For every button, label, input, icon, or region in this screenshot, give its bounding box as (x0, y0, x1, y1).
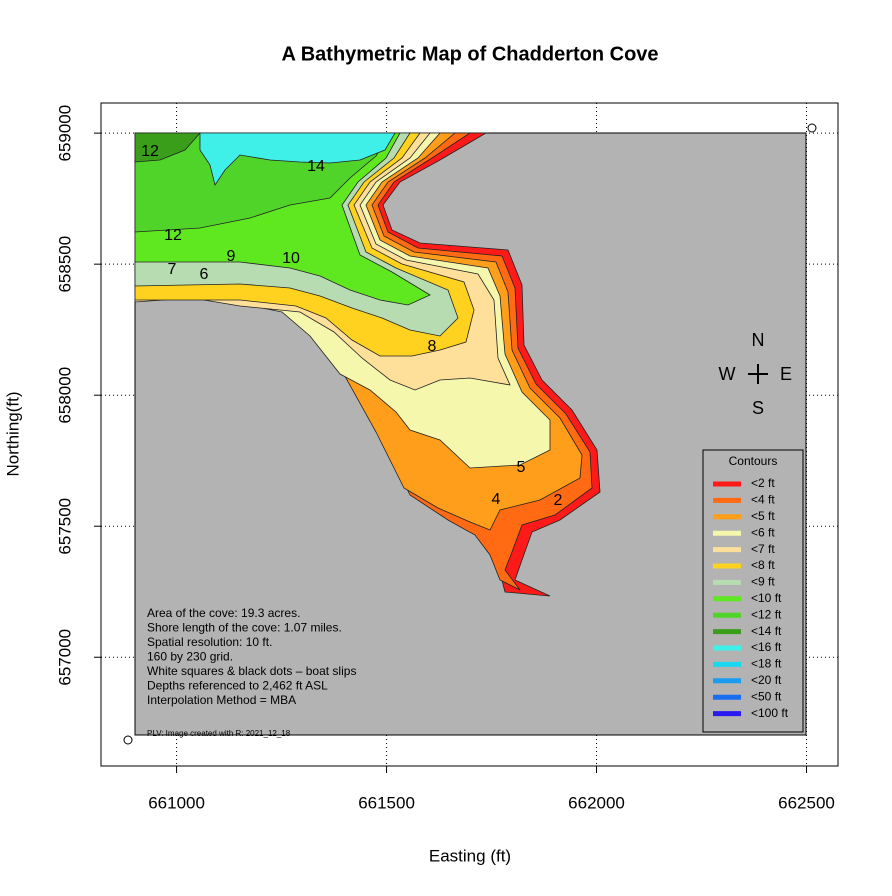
corner-marker (123, 735, 133, 745)
annotation: Area of the cove: 19.3 acres. (147, 606, 300, 620)
contour-label: 8 (428, 338, 437, 355)
contour-labels: 14 12 12 9 10 7 6 8 5 4 2 (141, 143, 562, 509)
contour-label: 4 (492, 491, 501, 508)
y-tick-label: 659000 (55, 105, 74, 162)
y-axis-label: Northing(ft) (3, 391, 22, 476)
legend-label: <50 ft (751, 689, 782, 703)
y-tick-label: 657000 (55, 629, 74, 686)
legend-label: <7 ft (751, 542, 775, 556)
compass-n: N (752, 330, 765, 350)
legend-label: <2 ft (751, 476, 775, 490)
compass-cross (748, 364, 768, 384)
legend-label: <4 ft (751, 493, 775, 507)
legend-box (702, 449, 804, 733)
contour-label: 6 (200, 266, 209, 283)
legend-label: <8 ft (751, 558, 775, 572)
compass-s: S (752, 398, 764, 418)
y-tick-label: 658500 (55, 236, 74, 293)
contour-label: 10 (282, 250, 300, 267)
corner-marker (807, 123, 817, 133)
contour-label: 7 (168, 261, 177, 278)
annotation: Interpolation Method = MBA (147, 693, 296, 707)
legend: Contours <2 ft <4 ft <5 ft <6 ft <7 ft <8 ft <9… (702, 449, 804, 733)
legend-label: <100 ft (751, 706, 789, 720)
chart-title: A Bathymetric Map of Chadderton Cove (281, 43, 658, 65)
footnote: PLV: Image created with R: 2021_12_18 (147, 729, 291, 738)
annotations: Area of the cove: 19.3 acres.Shore lengt… (147, 606, 356, 707)
contour-label: 12 (141, 143, 159, 160)
legend-label: <6 ft (751, 525, 775, 539)
legend-label: <18 ft (751, 657, 782, 671)
legend-label: <9 ft (751, 575, 775, 589)
y-tick-label: 658000 (55, 367, 74, 424)
legend-label: <16 ft (751, 640, 782, 654)
annotation: 160 by 230 grid. (147, 650, 233, 664)
x-tick-label: 662500 (778, 793, 835, 812)
compass: N W E S (719, 330, 793, 418)
compass-w: W (719, 364, 736, 384)
contour-label: 9 (227, 248, 236, 265)
legend-label: <5 ft (751, 509, 775, 523)
x-axis-label: Easting (ft) (429, 846, 511, 865)
annotation: Depths referenced to 2,462 ft ASL (147, 679, 328, 693)
compass-e: E (780, 364, 792, 384)
y-tick-label: 657500 (55, 498, 74, 555)
plot-frame (100, 102, 839, 767)
annotation: Spatial resolution: 10 ft. (147, 635, 272, 649)
legend-label: <14 ft (751, 624, 782, 638)
contour-label: 5 (517, 459, 526, 476)
legend-label: <20 ft (751, 673, 782, 687)
x-tick-label: 661500 (358, 793, 415, 812)
legend-label: <10 ft (751, 591, 782, 605)
cove (134, 132, 601, 597)
contour-label: 2 (554, 492, 563, 509)
contour-label: 12 (164, 227, 182, 244)
x-tick-label: 661000 (148, 793, 205, 812)
legend-title: Contours (729, 454, 778, 468)
x-tick-label: 662000 (568, 793, 625, 812)
annotation: White squares & black dots – boat slips (147, 664, 356, 678)
contour-label: 14 (307, 158, 325, 175)
legend-label: <12 ft (751, 607, 782, 621)
annotation: Shore length of the cove: 1.07 miles. (147, 621, 342, 635)
